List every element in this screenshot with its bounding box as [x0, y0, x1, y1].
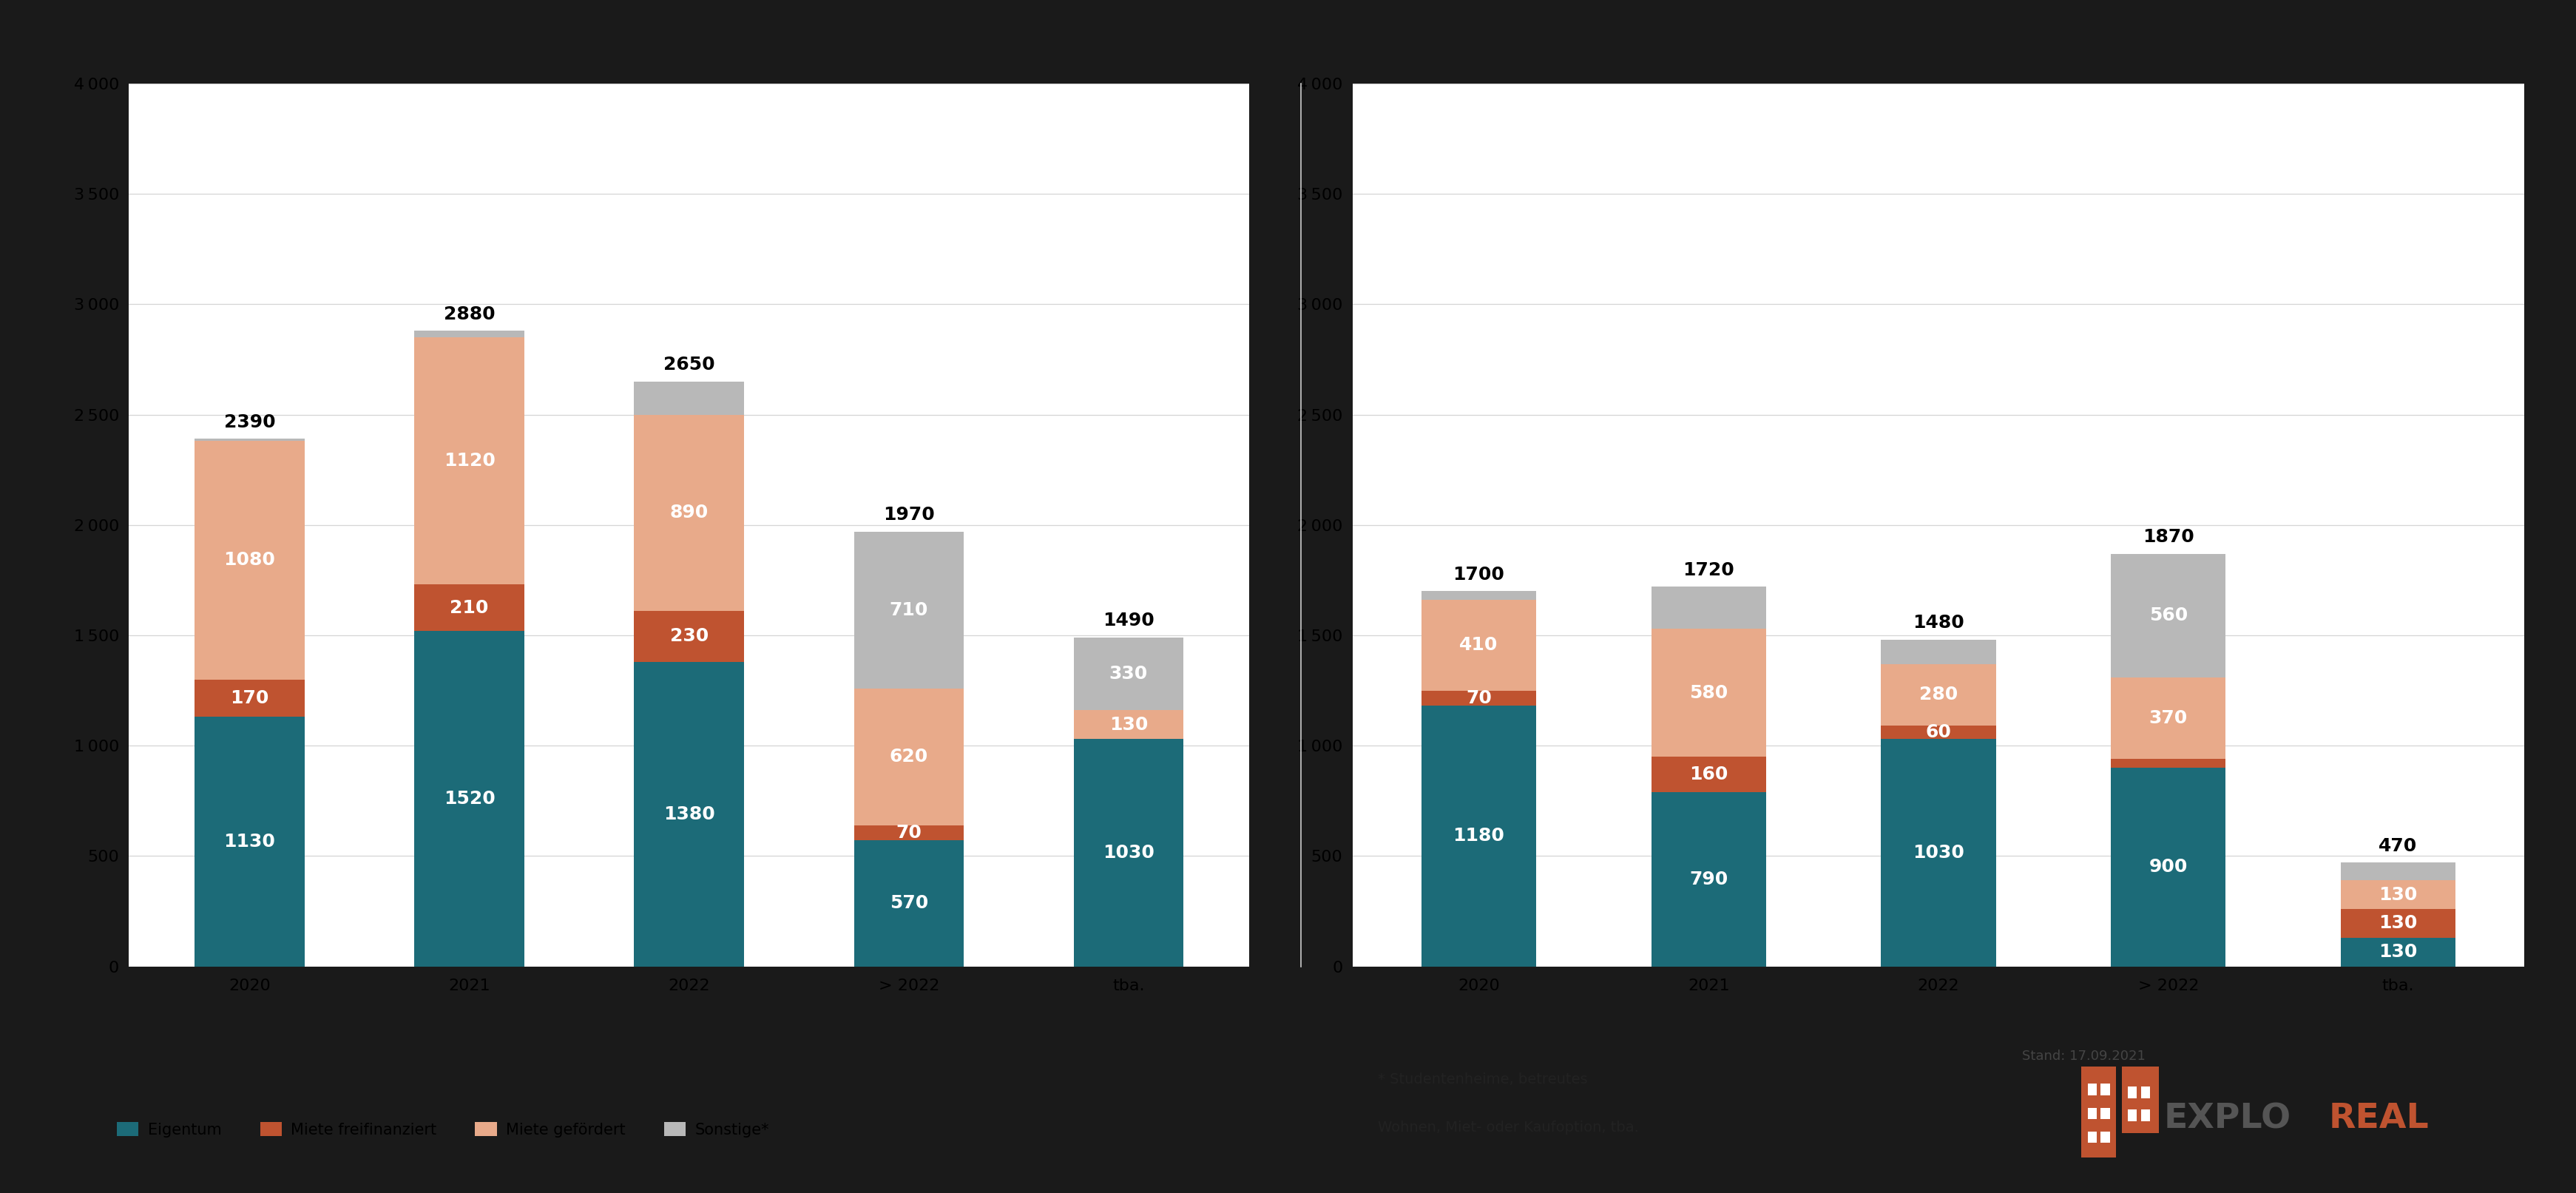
Bar [634, 611, 744, 662]
Bar [853, 688, 963, 826]
Bar [415, 631, 526, 966]
Bar [2110, 678, 2226, 759]
Bar [1880, 639, 1996, 665]
Text: 1030: 1030 [1103, 843, 1154, 861]
Bar [1651, 629, 1767, 756]
Text: 470: 470 [2378, 837, 2416, 855]
Text: 330: 330 [1110, 665, 1149, 682]
Bar [196, 441, 304, 680]
Bar [2110, 768, 2226, 966]
Bar [2102, 1083, 2110, 1095]
Bar [2087, 1083, 2097, 1095]
Bar [196, 717, 304, 966]
Text: 1970: 1970 [884, 506, 935, 524]
Bar [2087, 1131, 2097, 1143]
Bar [634, 662, 744, 966]
Text: 1080: 1080 [224, 551, 276, 569]
Text: 2880: 2880 [443, 305, 495, 323]
Text: 1490: 1490 [1103, 612, 1154, 630]
Bar [196, 680, 304, 717]
Text: 1380: 1380 [662, 805, 716, 823]
Text: 170: 170 [229, 690, 268, 707]
Bar [2128, 1109, 2138, 1121]
Bar [2102, 1131, 2110, 1143]
Bar [1422, 592, 1535, 600]
Text: 70: 70 [896, 824, 922, 842]
Text: 2390: 2390 [224, 413, 276, 431]
Text: 710: 710 [889, 601, 927, 619]
Bar [2141, 1087, 2151, 1098]
Text: 2650: 2650 [665, 356, 714, 373]
Bar [2141, 1109, 2151, 1121]
Text: 410: 410 [1461, 636, 1499, 654]
Text: 1120: 1120 [443, 452, 495, 470]
Bar [2342, 880, 2455, 909]
Bar [1880, 738, 1996, 966]
Text: 1180: 1180 [1453, 827, 1504, 845]
Bar [853, 841, 963, 966]
Text: 580: 580 [1690, 684, 1728, 701]
Text: 130: 130 [2378, 885, 2416, 903]
Text: Wohnen, Miet- oder Kaufoption, tba.: Wohnen, Miet- oder Kaufoption, tba. [1378, 1120, 1638, 1135]
Bar [634, 415, 744, 611]
Bar [1074, 637, 1182, 710]
Bar [415, 585, 526, 631]
Text: 370: 370 [2148, 709, 2187, 727]
Bar [2102, 1107, 2110, 1119]
Text: 60: 60 [1924, 723, 1953, 741]
Text: 1720: 1720 [1682, 561, 1734, 579]
Legend: Eigentum, Miete freifinanziert, Miete gefördert, Sonstige*: Eigentum, Miete freifinanziert, Miete ge… [111, 1117, 775, 1144]
Bar [2128, 1087, 2138, 1098]
Bar [634, 382, 744, 415]
Bar [415, 338, 526, 585]
Bar [1880, 665, 1996, 725]
Text: EXPLO: EXPLO [2164, 1102, 2290, 1136]
Text: REAL: REAL [2329, 1102, 2429, 1136]
Text: * Studentenheime, betreutes: * Studentenheime, betreutes [1378, 1073, 1587, 1087]
Text: 620: 620 [889, 748, 927, 766]
Bar [853, 532, 963, 688]
Bar [2342, 863, 2455, 880]
Bar [2081, 1067, 2117, 1157]
Bar [2123, 1067, 2159, 1133]
Bar [1074, 710, 1182, 738]
Bar [2342, 909, 2455, 938]
Text: 890: 890 [670, 503, 708, 521]
Text: 1700: 1700 [1453, 565, 1504, 583]
Bar [1880, 725, 1996, 738]
Text: 70: 70 [1466, 690, 1492, 707]
Bar [1422, 706, 1535, 966]
Bar [1651, 756, 1767, 792]
Bar [415, 330, 526, 338]
Bar [2087, 1107, 2097, 1119]
Text: 560: 560 [2148, 606, 2187, 624]
Bar [196, 439, 304, 441]
Bar [2110, 554, 2226, 678]
Bar [1422, 691, 1535, 706]
Text: 280: 280 [1919, 686, 1958, 704]
Text: 1130: 1130 [224, 833, 276, 851]
Bar [1422, 600, 1535, 691]
Text: 230: 230 [670, 628, 708, 645]
Bar [1651, 587, 1767, 629]
Bar [1651, 792, 1767, 966]
Text: 570: 570 [889, 895, 927, 913]
Text: 130: 130 [1110, 716, 1149, 734]
Text: 1520: 1520 [443, 790, 495, 808]
Text: 1480: 1480 [1911, 614, 1965, 632]
Text: Stand: 17.09.2021: Stand: 17.09.2021 [2022, 1049, 2146, 1063]
Text: 1870: 1870 [2143, 528, 2195, 546]
Text: 210: 210 [451, 599, 489, 617]
Bar [1074, 738, 1182, 966]
Text: 790: 790 [1690, 870, 1728, 888]
Text: 1030: 1030 [1911, 843, 1965, 861]
Text: 900: 900 [2148, 858, 2187, 876]
Text: 130: 130 [2378, 914, 2416, 932]
Bar [2342, 938, 2455, 966]
Text: 130: 130 [2378, 944, 2416, 960]
Bar [853, 826, 963, 841]
Text: 160: 160 [1690, 766, 1728, 783]
Bar [2110, 759, 2226, 768]
